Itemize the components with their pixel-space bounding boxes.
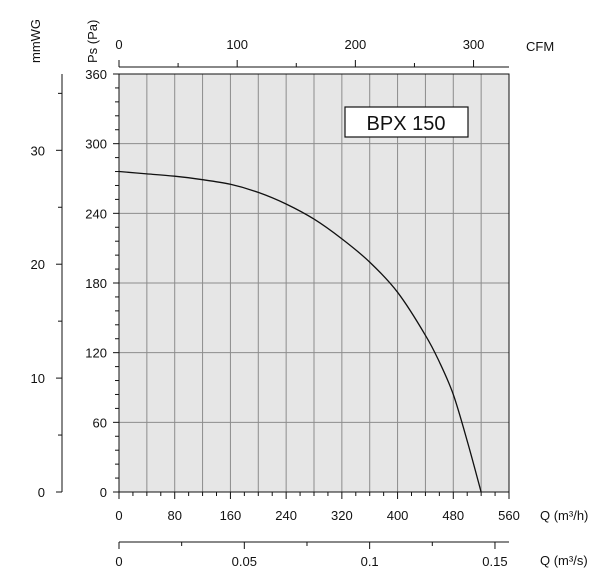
mmwg-tick-label: 10 xyxy=(31,371,45,386)
x-tick-label: 0 xyxy=(115,508,122,523)
m3s-tick-label: 0.05 xyxy=(232,554,257,569)
y-tick-label: 120 xyxy=(85,346,107,361)
y-tick-label: 300 xyxy=(85,137,107,152)
x-tick-label: 560 xyxy=(498,508,520,523)
mmwg-axis-label: mmWG xyxy=(28,19,43,63)
y-tick-label: 0 xyxy=(100,485,107,500)
x-tick-label: 320 xyxy=(331,508,353,523)
model-label-box xyxy=(344,106,469,138)
grid xyxy=(119,74,509,492)
x-axis-label: Q (m³/h) xyxy=(540,508,588,523)
x-tick-label: 80 xyxy=(167,508,181,523)
mmwg-tick-label: 20 xyxy=(31,257,45,272)
m3s-tick-label: 0.1 xyxy=(361,554,379,569)
series-line xyxy=(118,170,482,493)
mmwg-tick-label: 0 xyxy=(38,485,45,500)
y-axis-label: Ps (Pa) xyxy=(85,20,100,63)
y-tick-label: 180 xyxy=(85,276,107,291)
cfm-axis-label: CFM xyxy=(526,39,554,54)
x-tick-label: 480 xyxy=(442,508,464,523)
chart-title: BPX 150 xyxy=(367,113,446,135)
x2-axis-label: Q (m³/s) xyxy=(540,553,588,568)
m3s-tick-label: 0 xyxy=(115,554,122,569)
x-tick-label: 400 xyxy=(387,508,409,523)
plot-border xyxy=(118,73,510,493)
cfm-tick-label: 300 xyxy=(463,37,485,52)
y-tick-label: 360 xyxy=(85,67,107,82)
cfm-tick-label: 100 xyxy=(226,37,248,52)
y-tick-label: 60 xyxy=(93,415,107,430)
cfm-tick-label: 0 xyxy=(115,37,122,52)
x-tick-label: 240 xyxy=(275,508,297,523)
x-tick-label: 160 xyxy=(220,508,242,523)
y-tick-label: 240 xyxy=(85,206,107,221)
ticks xyxy=(56,60,510,549)
m3s-tick-label: 0.15 xyxy=(482,554,507,569)
mmwg-tick-label: 30 xyxy=(31,143,45,158)
cfm-tick-label: 200 xyxy=(345,37,367,52)
